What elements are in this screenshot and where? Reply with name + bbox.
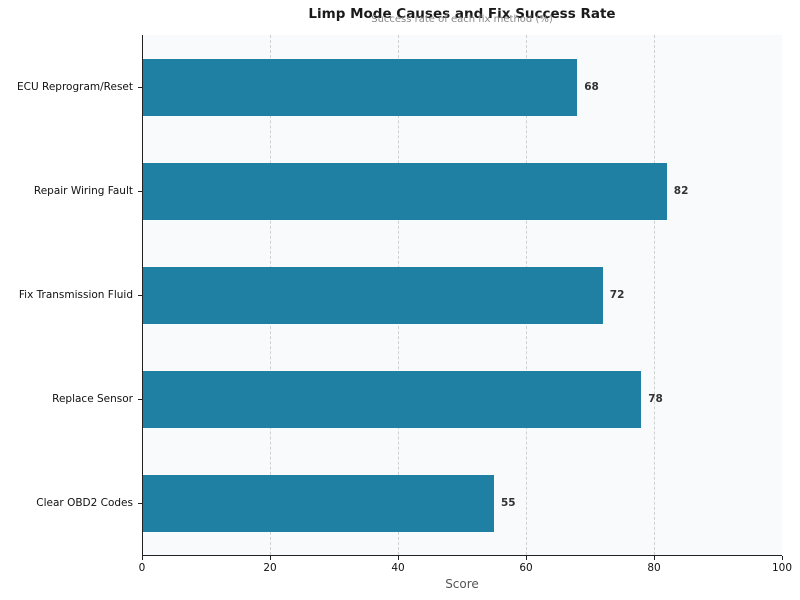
- x-tick-label: 20: [263, 562, 277, 574]
- y-tick-label: ECU Reprogram/Reset: [17, 81, 133, 93]
- bar-value-label: 72: [609, 289, 625, 301]
- x-tick-label: 60: [519, 562, 533, 574]
- y-tick: [138, 87, 142, 88]
- bar: [143, 59, 578, 116]
- x-tick: [142, 556, 143, 560]
- x-axis-title: Score: [445, 577, 479, 591]
- x-tick-label: 80: [647, 562, 661, 574]
- bar-value-label: 68: [584, 81, 599, 93]
- chart-subtitle: Success rate of each fix method (%): [371, 14, 553, 25]
- y-tick: [138, 191, 142, 192]
- bar: [143, 267, 603, 324]
- gridline: [654, 35, 655, 555]
- y-tick: [138, 295, 142, 296]
- x-tick: [782, 556, 783, 560]
- y-tick: [138, 503, 142, 504]
- x-tick: [526, 556, 527, 560]
- bar-value-label: 55: [501, 497, 516, 509]
- x-tick-label: 100: [771, 562, 793, 574]
- bar: [143, 475, 494, 532]
- y-tick-label: Replace Sensor: [52, 393, 133, 405]
- x-tick: [654, 556, 655, 560]
- chart-title: Limp Mode Causes and Fix Success Rate: [308, 6, 616, 22]
- x-tick-label: 40: [391, 562, 405, 574]
- y-tick-label: Fix Transmission Fluid: [18, 289, 133, 301]
- bar-value-label: 78: [648, 393, 663, 405]
- x-tick: [398, 556, 399, 560]
- y-axis: [142, 35, 143, 556]
- y-tick: [138, 399, 142, 400]
- x-axis: [142, 555, 782, 556]
- bar: [143, 371, 642, 428]
- bar-value-label: 82: [673, 185, 689, 197]
- y-tick-label: Repair Wiring Fault: [33, 185, 133, 197]
- bar: [143, 163, 667, 220]
- y-tick-label: Clear OBD2 Codes: [36, 497, 133, 509]
- x-tick: [270, 556, 271, 560]
- x-tick-label: 0: [138, 562, 146, 574]
